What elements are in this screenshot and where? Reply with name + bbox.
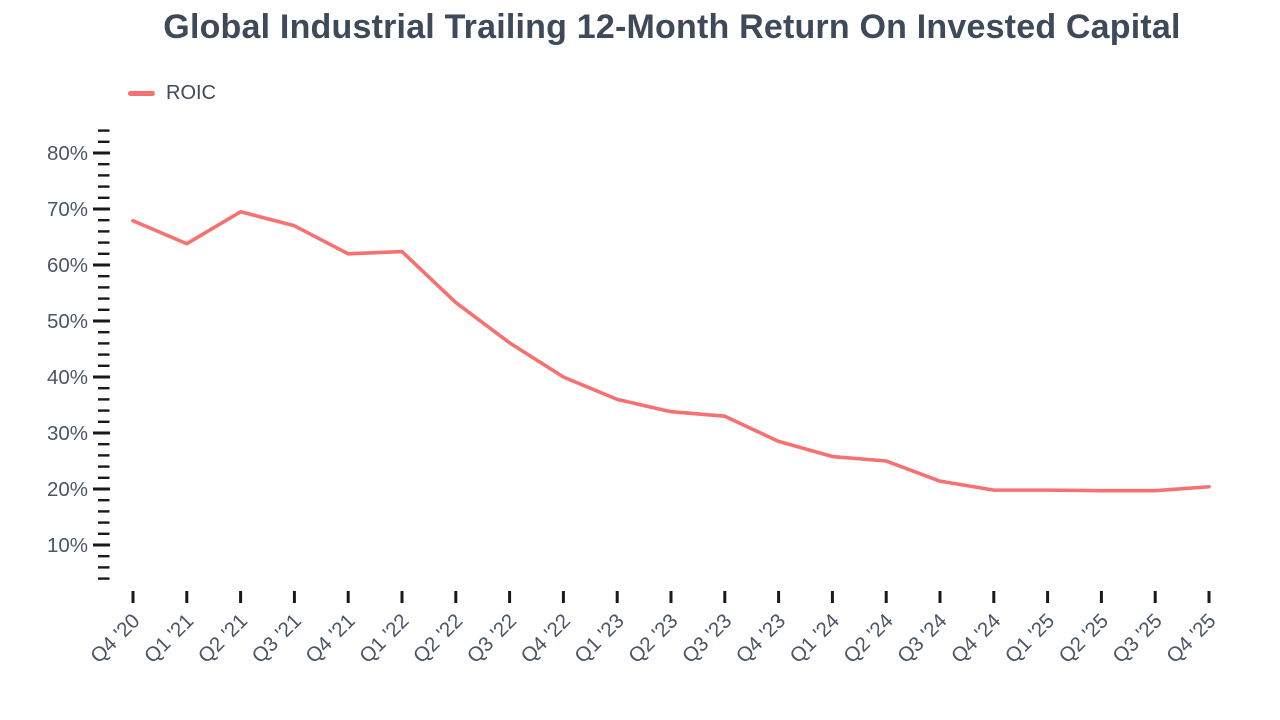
x-axis-label: Q1 '23 bbox=[570, 609, 629, 668]
x-axis-label: Q2 '25 bbox=[1054, 609, 1113, 668]
x-axis-label: Q3 '23 bbox=[678, 609, 737, 668]
x-axis-label: Q1 '21 bbox=[140, 609, 199, 668]
x-axis-label: Q4 '25 bbox=[1162, 609, 1221, 668]
y-axis-label: 40% bbox=[47, 366, 88, 389]
x-axis-label: Q1 '24 bbox=[785, 609, 844, 668]
x-axis-label: Q4 '22 bbox=[516, 609, 575, 668]
x-axis-label: Q1 '22 bbox=[355, 609, 414, 668]
x-axis-label: Q1 '25 bbox=[1001, 609, 1060, 668]
legend: ROIC bbox=[128, 82, 216, 105]
x-axis-label: Q4 '21 bbox=[301, 609, 360, 668]
x-axis-label: Q2 '21 bbox=[194, 609, 253, 668]
legend-label: ROIC bbox=[166, 82, 216, 104]
y-axis-label: 20% bbox=[47, 478, 88, 501]
x-axis-label: Q3 '21 bbox=[247, 609, 306, 668]
y-axis-label: 80% bbox=[47, 142, 88, 165]
y-axis-label: 10% bbox=[47, 534, 88, 557]
y-axis-label: 50% bbox=[47, 310, 88, 333]
x-axis-label: Q2 '24 bbox=[839, 609, 898, 668]
x-axis-label: Q4 '23 bbox=[732, 609, 791, 668]
x-axis-label: Q4 '24 bbox=[947, 609, 1006, 668]
x-axis-label: Q4 '20 bbox=[86, 609, 145, 668]
x-axis-label: Q2 '22 bbox=[409, 609, 468, 668]
chart-title: Global Industrial Trailing 12-Month Retu… bbox=[163, 8, 1181, 46]
y-axis-label: 30% bbox=[47, 422, 88, 445]
x-axis-label: Q2 '23 bbox=[624, 609, 683, 668]
roic-line bbox=[131, 210, 1211, 493]
x-axis-label: Q3 '25 bbox=[1108, 609, 1167, 668]
x-axis-label: Q3 '22 bbox=[463, 609, 522, 668]
x-axis-label: Q3 '24 bbox=[893, 609, 952, 668]
y-axis-label: 70% bbox=[47, 198, 88, 221]
legend-line-swatch bbox=[128, 91, 155, 96]
y-axis-label: 60% bbox=[47, 254, 88, 277]
